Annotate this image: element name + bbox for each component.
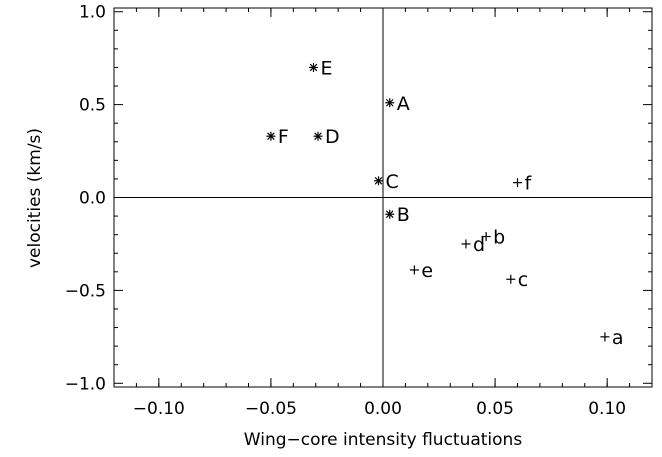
x-tick-label: −0.10 [133,399,185,419]
y-tick-label: −1.0 [65,374,106,394]
x-tick-label: 0.05 [476,399,514,419]
axis-ticks: −0.10 −0.05 0.00 0.05 0.10 −1.0 −0.5 0.0 0.5 1.0 [65,3,653,419]
y-tick-label: 1.0 [79,3,106,23]
point-label: a [612,327,624,349]
point-label: C [386,171,399,193]
y-tick-label: −0.5 [65,281,106,301]
marker-stroke [267,132,275,140]
x-tick-label: 0.10 [588,399,626,419]
plus-marker [461,239,471,249]
y-tick-label: 0.5 [79,96,106,116]
plus-marker [409,265,419,275]
asterisk-marker [385,209,395,219]
point-label: b [493,227,505,249]
asterisk-marker [385,98,395,108]
point-label: f [525,173,533,195]
x-axis-label: Wing−core intensity fluctuations [244,430,523,450]
point-label: e [421,260,433,282]
x-tick-label: −0.05 [245,399,297,419]
x-tick-label: 0.00 [364,399,402,419]
asterisk-marker [309,62,319,72]
point-label: c [518,269,528,291]
point-label: D [325,126,340,148]
point-label: d [473,234,485,256]
zero-lines [114,8,652,387]
marker-stroke [374,176,383,185]
asterisk-marker [313,131,323,141]
plus-marker [506,274,516,284]
data-points: A BC D E Fa bc d e f [266,57,624,349]
point-label: A [397,93,410,115]
asterisk-marker [266,131,276,141]
plus-marker [600,332,610,342]
plus-marker [481,232,491,242]
plus-marker [513,178,522,188]
marker-stroke [314,132,322,140]
asterisk-marker [374,176,384,186]
marker-stroke [385,210,394,219]
marker-stroke [309,63,318,72]
point-label: B [397,204,410,226]
point-label: E [321,57,333,79]
point-label: F [278,126,289,148]
y-tick-label: 0.0 [79,189,106,209]
y-axis-label: velocities (km/s) [25,128,45,268]
marker-stroke [385,98,394,107]
